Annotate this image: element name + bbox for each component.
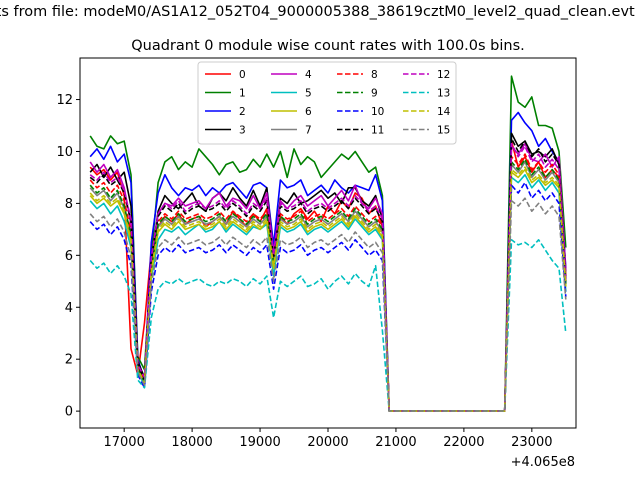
legend-label-0: 0 [239, 69, 246, 81]
legend-label-12: 12 [437, 69, 450, 81]
x-tick-label: 19000 [239, 435, 280, 450]
legend-label-13: 13 [437, 88, 450, 100]
x-tick-label: 20000 [307, 435, 348, 450]
x-axis: 17000 18000 19000 20000 21000 22000 23000 [103, 428, 553, 450]
y-axis: 0 2 4 6 8 10 12 [56, 93, 80, 420]
legend-label-5: 5 [305, 88, 312, 100]
legend-label-14: 14 [437, 106, 451, 118]
legend-label-11: 11 [371, 125, 384, 137]
x-tick-label: 23000 [511, 435, 552, 450]
legend-label-1: 1 [239, 88, 246, 100]
chart-title: Quadrant 0 module wise count rates with … [131, 38, 525, 54]
y-tick-label: 12 [56, 93, 73, 108]
legend-label-8: 8 [371, 69, 378, 81]
x-axis-offset-label: +4.065e8 [511, 455, 575, 470]
legend-label-10: 10 [371, 106, 384, 118]
legend-label-7: 7 [305, 125, 312, 137]
y-tick-label: 0 [65, 405, 73, 420]
legend-label-9: 9 [371, 88, 378, 100]
legend-label-6: 6 [305, 106, 312, 118]
series-line-11 [89, 137, 567, 412]
y-tick-label: 8 [65, 197, 73, 212]
series-line-7 [89, 161, 567, 412]
legend-label-4: 4 [305, 69, 312, 81]
y-tick-label: 4 [65, 301, 73, 316]
series-line-15 [89, 197, 567, 412]
x-tick-label: 17000 [103, 435, 144, 450]
y-tick-label: 6 [65, 249, 73, 264]
legend-label-15: 15 [437, 125, 450, 137]
series-line-13 [89, 239, 567, 412]
series-line-12 [89, 142, 567, 412]
figure-suptitle: Plots from file: modeM0/AS1A12_052T04_90… [0, 4, 635, 20]
x-tick-label: 22000 [443, 435, 484, 450]
x-tick-label: 21000 [375, 435, 416, 450]
y-tick-label: 10 [56, 145, 73, 160]
x-tick-label: 18000 [171, 435, 212, 450]
plot-lines [89, 75, 567, 412]
legend-label-3: 3 [239, 125, 246, 137]
series-line-3 [89, 132, 567, 412]
legend-frame [197, 61, 457, 145]
legend-label-2: 2 [239, 106, 246, 118]
y-tick-label: 2 [65, 353, 73, 368]
series-line-2 [89, 111, 567, 412]
